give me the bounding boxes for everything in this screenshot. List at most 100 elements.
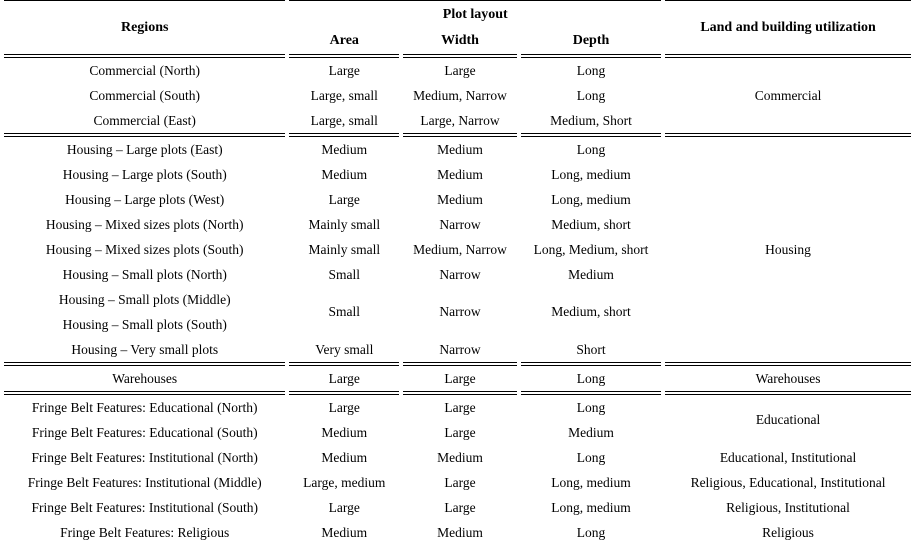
depth-cell: Long	[576, 141, 606, 157]
depth-cell: Medium, Short	[520, 108, 662, 137]
table-row: Fringe Belt Features: Educational (South…	[4, 420, 911, 445]
depth-cell: Long	[576, 62, 606, 78]
utilization-cell: Commercial	[665, 58, 911, 137]
table-row: Housing – Large plots (West) Large Mediu…	[4, 187, 911, 212]
table-row: Commercial (East) Large, small Large, Na…	[4, 108, 911, 137]
region-cell: Housing – Mixed sizes plots (North)	[45, 216, 244, 232]
area-cell: Large	[328, 399, 360, 415]
width-cell: Medium, Narrow	[413, 87, 507, 103]
area-cell: Medium	[321, 166, 368, 182]
area-cell: Medium	[321, 141, 368, 157]
width-cell: Large, Narrow	[403, 108, 517, 137]
utilization-cell: Religious, Institutional	[726, 499, 850, 515]
depth-cell-merged: Medium, short	[551, 304, 631, 320]
depth-cell: Long	[521, 520, 661, 542]
depth-cell: Long, medium	[551, 474, 631, 490]
utilization-cell: Religious, Educational, Institutional	[690, 474, 886, 490]
table-row: Housing – Small plots (North) Small Narr…	[4, 262, 911, 287]
area-cell: Very small	[289, 337, 400, 366]
depth-cell: Short	[520, 337, 662, 366]
region-cell: Fringe Belt Features: Educational (North…	[31, 399, 258, 415]
area-cell: Large, small	[289, 108, 400, 137]
table-row: Fringe Belt Features: Religious Medium M…	[4, 520, 911, 542]
table-row: Fringe Belt Features: Institutional (Mid…	[4, 470, 911, 495]
width-cell: Medium	[437, 191, 483, 207]
utilization-cell: Educational, Institutional	[719, 449, 857, 465]
width-cell-merged: Narrow	[439, 304, 481, 320]
width-cell: Narrow	[439, 216, 481, 232]
width-cell: Large	[444, 424, 476, 440]
width-cell: Medium	[403, 520, 517, 542]
utilization-cell: Housing	[665, 137, 911, 366]
utilization-cell: Warehouses	[665, 366, 911, 395]
region-cell: Warehouses	[4, 366, 286, 395]
area-cell: Medium	[289, 520, 399, 542]
depth-cell: Long	[576, 87, 606, 103]
region-cell: Commercial (North)	[89, 62, 200, 78]
width-cell: Medium	[437, 166, 483, 182]
regions-header: Regions	[4, 0, 286, 58]
area-cell: Large	[289, 366, 400, 395]
area-cell: Mainly small	[308, 216, 381, 232]
table-row: Fringe Belt Features: Institutional (Nor…	[4, 445, 911, 470]
table-row: Warehouses Large Large Long Warehouses	[4, 366, 911, 395]
depth-cell: Long, medium	[551, 499, 631, 515]
depth-cell: Long	[520, 366, 662, 395]
table-header: Regions Plot layout Land and building ut…	[4, 0, 911, 58]
depth-cell: Medium	[568, 266, 614, 282]
utilization-cell: Religious	[665, 520, 911, 542]
table-row: Housing – Very small plots Very small Na…	[4, 337, 911, 366]
depth-cell: Medium, short	[551, 216, 631, 232]
table-row: Commercial (South) Large, small Medium, …	[4, 83, 911, 108]
area-cell: Large, medium	[303, 474, 386, 490]
depth-cell: Long, Medium, short	[533, 241, 649, 257]
area-cell: Small	[328, 266, 361, 282]
region-cell: Fringe Belt Features: Educational (South…	[31, 424, 258, 440]
depth-cell: Long	[576, 449, 606, 465]
utilization-header: Land and building utilization	[665, 0, 911, 58]
table-row: Housing – Mixed sizes plots (South) Main…	[4, 237, 911, 262]
region-cell: Fringe Belt Features: Institutional (Mid…	[27, 474, 262, 490]
region-cell: Fringe Belt Features: Institutional (Nor…	[31, 449, 258, 465]
header-row-groups: Regions Plot layout Land and building ut…	[4, 0, 911, 58]
depth-header: Depth	[520, 28, 662, 58]
width-cell: Large	[444, 499, 476, 515]
table-row: Housing – Small plots (Middle) Small Nar…	[4, 287, 911, 319]
table-body: Commercial (North) Large Large Long Comm…	[4, 58, 911, 542]
region-cell: Housing – Mixed sizes plots (South)	[45, 241, 244, 257]
width-cell: Large	[444, 62, 476, 78]
area-header: Area	[289, 28, 400, 58]
width-cell: Medium	[437, 449, 483, 465]
table-row: Housing – Large plots (South) Medium Med…	[4, 162, 911, 187]
region-cell: Fringe Belt Features: Institutional (Sou…	[31, 499, 258, 515]
region-cell: Housing – Small plots (North)	[62, 266, 227, 282]
width-cell: Large	[403, 366, 517, 395]
region-cell: Housing – Large plots (South)	[62, 166, 227, 182]
table-row: Housing – Small plots (South)	[4, 312, 911, 337]
width-cell: Narrow	[403, 337, 517, 366]
depth-cell: Long	[576, 399, 606, 415]
width-cell: Medium	[437, 141, 483, 157]
depth-cell: Long, medium	[551, 166, 631, 182]
area-cell-merged: Small	[328, 304, 361, 320]
header-row-subcolumns: Area Width Depth	[4, 28, 911, 58]
area-cell: Large	[328, 191, 360, 207]
table-row: Fringe Belt Features: Educational (North…	[4, 395, 911, 427]
area-cell: Large, small	[310, 87, 378, 103]
table-row: Housing – Large plots (East) Medium Medi…	[4, 137, 911, 366]
area-cell: Large	[328, 499, 360, 515]
region-cell: Housing – Large plots (West)	[65, 191, 225, 207]
width-cell: Medium, Narrow	[413, 241, 507, 257]
region-cell: Housing – Large plots (East)	[66, 141, 223, 157]
region-cell: Housing – Small plots (Middle)	[58, 291, 231, 307]
depth-cell: Medium	[568, 424, 614, 440]
region-cell: Commercial (South)	[89, 87, 201, 103]
area-cell: Mainly small	[308, 241, 381, 257]
region-cell: Housing – Small plots (South)	[62, 316, 227, 332]
table-row: Housing – Mixed sizes plots (North) Main…	[4, 212, 911, 237]
utilization-cell-merged: Educational	[755, 412, 821, 428]
table-row: Commercial (North) Large Large Long Comm…	[4, 58, 911, 137]
area-cell: Medium	[321, 424, 368, 440]
